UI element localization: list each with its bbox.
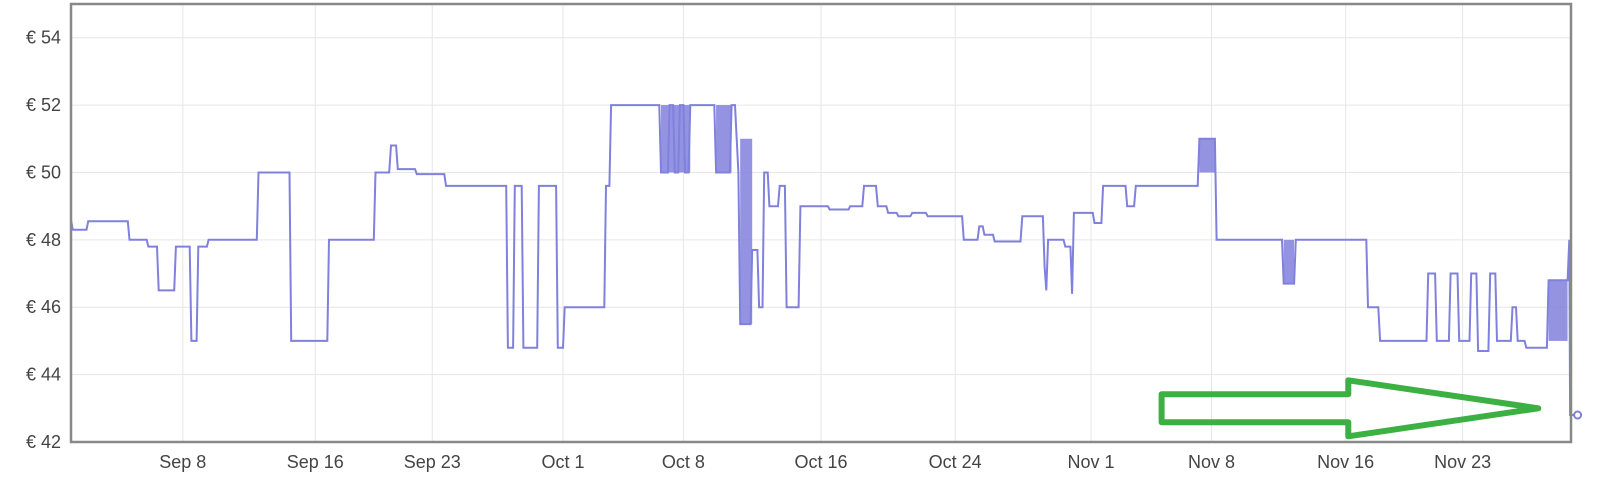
x-tick-label: Oct 1 bbox=[541, 452, 584, 472]
x-tick-label: Nov 23 bbox=[1434, 452, 1491, 472]
dense-fluctuation-block bbox=[716, 105, 732, 173]
y-tick-label: € 46 bbox=[26, 297, 61, 317]
x-tick-label: Sep 23 bbox=[404, 452, 461, 472]
x-gridlines bbox=[182, 4, 1464, 442]
y-tick-label: € 54 bbox=[26, 28, 61, 48]
x-tick-label: Oct 16 bbox=[794, 452, 847, 472]
plot-area-frame bbox=[69, 2, 1573, 444]
y-axis-tick-labels: € 42 € 44 € 46 € 48 € 50 € 52 € 54 bbox=[26, 28, 61, 452]
x-axis-tick-labels: Sep 8 Sep 16 Sep 23 Oct 1 Oct 8 Oct 16 Oct 24 N… bbox=[159, 452, 1491, 472]
dense-fluctuation-block bbox=[661, 105, 691, 173]
y-tick-label: € 50 bbox=[26, 162, 61, 182]
y-tick-label: € 44 bbox=[26, 365, 61, 385]
x-tick-label: Sep 8 bbox=[159, 452, 206, 472]
latest-price-marker bbox=[1573, 410, 1583, 420]
dense-fluctuation-block bbox=[1548, 280, 1568, 341]
dense-fluctuation-block bbox=[1199, 138, 1215, 173]
green-arrow-icon bbox=[1158, 377, 1542, 440]
y-tick-label: € 52 bbox=[26, 95, 61, 115]
dense-fluctuation-block bbox=[740, 138, 753, 325]
dense-fluctuation-block bbox=[1283, 239, 1295, 284]
price-line bbox=[70, 104, 1580, 416]
x-tick-label: Oct 8 bbox=[662, 452, 705, 472]
dense-fluctuation-regions bbox=[661, 105, 1568, 341]
x-tick-label: Oct 24 bbox=[929, 452, 982, 472]
annotation-layer bbox=[1158, 377, 1542, 440]
price-series bbox=[70, 104, 1583, 420]
x-tick-label: Nov 16 bbox=[1317, 452, 1374, 472]
x-tick-label: Sep 16 bbox=[287, 452, 344, 472]
x-tick-label: Nov 1 bbox=[1068, 452, 1115, 472]
y-tick-label: € 48 bbox=[26, 230, 61, 250]
x-tick-label: Nov 8 bbox=[1188, 452, 1235, 472]
y-tick-label: € 42 bbox=[26, 432, 61, 452]
